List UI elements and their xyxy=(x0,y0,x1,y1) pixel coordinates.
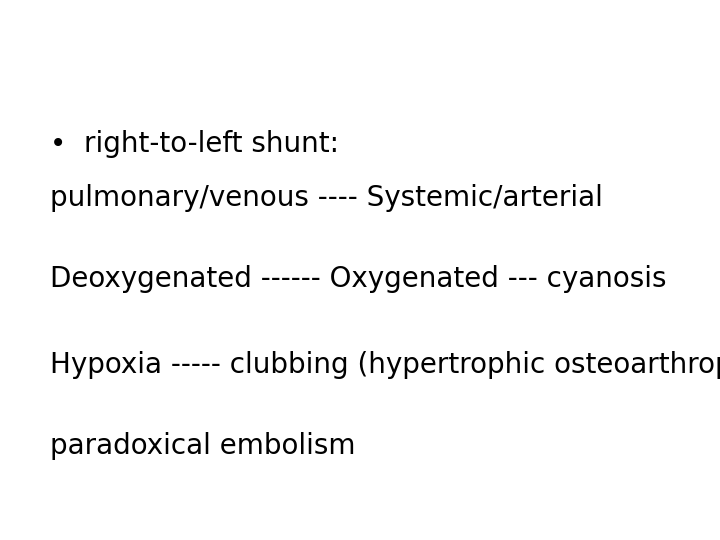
Text: •  right-to-left shunt:: • right-to-left shunt: xyxy=(50,130,339,158)
Text: Hypoxia ----- clubbing (hypertrophic osteoarthropathy): Hypoxia ----- clubbing (hypertrophic ost… xyxy=(50,351,720,379)
Text: paradoxical embolism: paradoxical embolism xyxy=(50,432,356,460)
Text: pulmonary/venous ---- Systemic/arterial: pulmonary/venous ---- Systemic/arterial xyxy=(50,184,603,212)
Text: Deoxygenated ------ Oxygenated --- cyanosis: Deoxygenated ------ Oxygenated --- cyano… xyxy=(50,265,667,293)
